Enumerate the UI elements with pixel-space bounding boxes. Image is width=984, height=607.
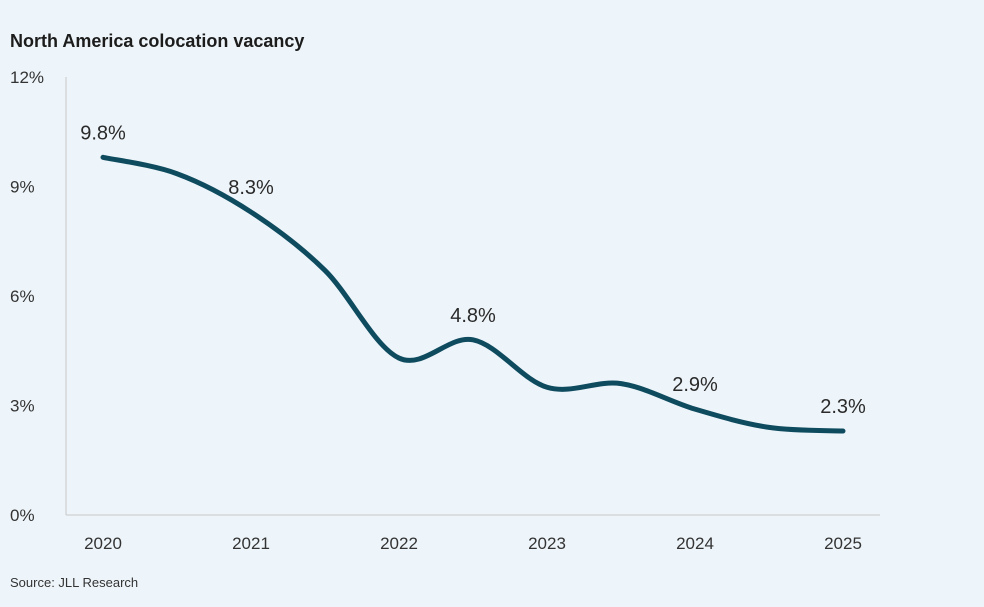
x-tick-label: 2024 — [676, 534, 714, 553]
y-tick-label: 3% — [10, 397, 35, 416]
source-note: Source: JLL Research — [10, 575, 139, 590]
x-tick-label: 2023 — [528, 534, 566, 553]
y-tick-label: 0% — [10, 506, 35, 525]
vacancy-series-line — [100, 154, 846, 434]
y-tick-label: 12% — [10, 68, 44, 87]
x-tick-label: 2021 — [232, 534, 270, 553]
y-axis-ticks: 0% 3% 6% 9% 12% — [10, 68, 44, 525]
data-labels: 9.8% 8.3% 4.8% 2.9% 2.3% — [80, 122, 866, 418]
y-tick-label: 9% — [10, 178, 35, 197]
data-label: 2.3% — [820, 396, 866, 418]
x-tick-label: 2025 — [824, 534, 862, 553]
x-axis-ticks: 2020 2021 2022 2023 2024 2025 — [84, 534, 862, 553]
y-tick-label: 6% — [10, 287, 35, 306]
data-label: 9.8% — [80, 122, 126, 144]
data-label: 8.3% — [228, 177, 274, 199]
chart-title: North America colocation vacancy — [10, 31, 305, 51]
data-label: 2.9% — [672, 374, 718, 396]
x-tick-label: 2022 — [380, 534, 418, 553]
data-label: 4.8% — [450, 305, 496, 327]
x-tick-label: 2020 — [84, 534, 122, 553]
